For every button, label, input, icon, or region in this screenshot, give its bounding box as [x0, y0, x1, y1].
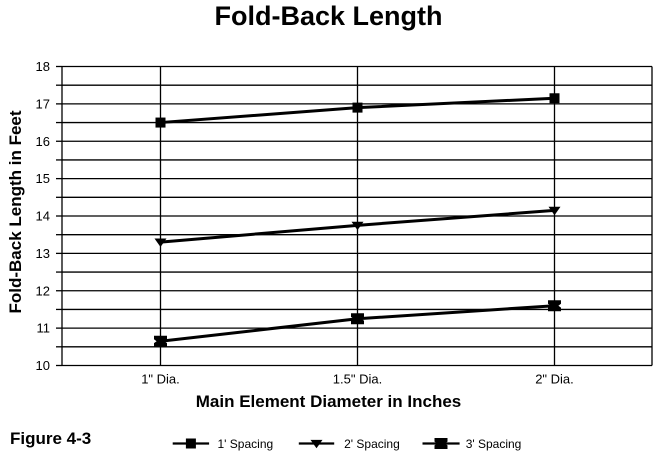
- svg-text:17: 17: [36, 96, 50, 111]
- svg-text:10: 10: [36, 358, 50, 373]
- svg-text:14: 14: [36, 209, 50, 224]
- svg-text:3' Spacing: 3' Spacing: [466, 437, 522, 451]
- svg-text:12: 12: [36, 283, 50, 298]
- svg-text:1" Dia.: 1" Dia.: [141, 372, 180, 387]
- svg-text:18: 18: [36, 59, 50, 74]
- svg-text:1' Spacing: 1' Spacing: [218, 437, 274, 451]
- svg-text:15: 15: [36, 171, 50, 186]
- svg-text:13: 13: [36, 246, 50, 261]
- svg-text:11: 11: [37, 321, 51, 336]
- svg-text:2' Spacing: 2' Spacing: [344, 437, 400, 451]
- svg-text:1.5" Dia.: 1.5" Dia.: [333, 372, 382, 387]
- svg-text:16: 16: [36, 134, 50, 149]
- svg-text:2" Dia.: 2" Dia.: [535, 372, 574, 387]
